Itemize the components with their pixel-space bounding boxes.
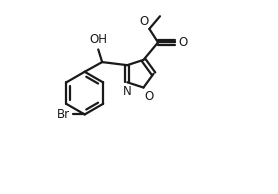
Text: O: O	[178, 36, 187, 49]
Text: O: O	[139, 15, 148, 28]
Text: Br: Br	[56, 108, 70, 121]
Text: OH: OH	[89, 33, 107, 46]
Text: O: O	[145, 90, 154, 103]
Text: N: N	[123, 85, 131, 98]
